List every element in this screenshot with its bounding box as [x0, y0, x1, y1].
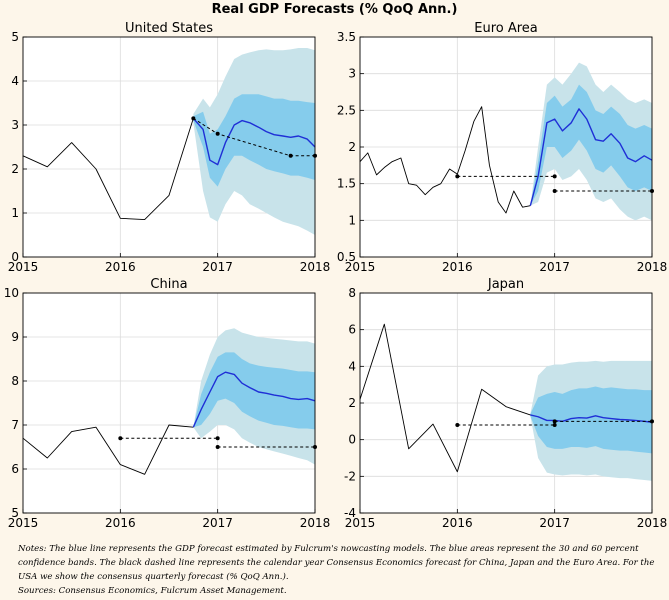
- tick-label-x: 2015: [345, 516, 376, 530]
- consensus-marker: [455, 423, 460, 427]
- tick-label-y: 1: [11, 206, 19, 220]
- tick-label-y: 1.5: [337, 177, 356, 191]
- tick-label-y: 0.5: [337, 250, 356, 264]
- forecast-line: [192, 371, 316, 428]
- tick-label-x: 2018: [300, 260, 331, 274]
- tick-label-x: 2016: [442, 260, 473, 274]
- consensus-marker: [552, 423, 557, 427]
- sources-text: Sources: Consensus Economics, Fulcrum As…: [18, 586, 287, 596]
- tick-label-x: 2015: [345, 260, 376, 274]
- panel-japan: 2015 2016 2017 2018 -4 -2 0 2 4 6 8 Japan: [344, 277, 667, 530]
- consensus-marker: [118, 436, 123, 441]
- confidence-band-30: [193, 94, 315, 187]
- tick-label-y: 10: [4, 286, 19, 300]
- panel-china: 2015 2016 2017 2018 5 6 7 8 9 10 China: [4, 277, 331, 530]
- tick-label-x: 2016: [105, 260, 136, 274]
- consensus-marker: [288, 153, 293, 158]
- plot-frame: [22, 36, 316, 258]
- notes-text: Notes: The blue line represents the GDP …: [18, 544, 655, 582]
- forecast-line: [192, 117, 316, 166]
- tick-label-y: 3: [348, 67, 356, 81]
- plot-frame: [22, 292, 316, 514]
- consensus-marker: [552, 174, 557, 179]
- tick-label-y: 2: [11, 162, 19, 176]
- tick-label-y: 1: [348, 213, 356, 227]
- tick-label-y: 8: [348, 286, 356, 300]
- tick-label-x: 2016: [105, 516, 136, 530]
- tick-label-y: 2.5: [337, 103, 356, 117]
- forecast-line: [530, 414, 653, 423]
- consensus-marker: [552, 189, 557, 193]
- tick-label-x: 2018: [637, 260, 668, 274]
- tick-label-y: 5: [11, 506, 19, 520]
- notes: Notes: The blue line represents the GDP …: [18, 542, 663, 598]
- history-line: [22, 424, 194, 475]
- panel-title: China: [150, 277, 187, 292]
- consensus-marker: [455, 174, 460, 179]
- tick-label-y: -2: [344, 469, 356, 483]
- confidence-band-30: [193, 352, 315, 430]
- tick-label-y: 6: [348, 323, 356, 337]
- tick-label-y: 7: [11, 418, 19, 432]
- tick-label-y: 4: [348, 359, 356, 373]
- consensus-marker: [552, 419, 557, 424]
- tick-label-x: 2017: [539, 516, 570, 530]
- consensus-marker: [215, 436, 220, 441]
- tick-label-y: 3.5: [337, 30, 356, 44]
- tick-label-y: 2: [348, 140, 356, 154]
- confidence-band-30: [530, 84, 652, 206]
- tick-label-y: 0: [348, 433, 356, 447]
- panel-title: Japan: [487, 277, 524, 292]
- tick-label-y: 0: [11, 250, 19, 264]
- tick-label-x: 2015: [8, 260, 39, 274]
- confidence-band-30: [530, 386, 652, 454]
- panel-title: United States: [125, 21, 213, 36]
- main-title: Real GDP Forecasts (% QoQ Ann.): [211, 2, 458, 17]
- tick-label-y: 3: [11, 118, 19, 132]
- tick-label-x: 2016: [442, 516, 473, 530]
- panel-title: Euro Area: [474, 21, 538, 36]
- panel-united-states: 2015 2016 2017 2018 0 1 2 3 4 5 United States: [8, 21, 331, 274]
- tick-label-y: 9: [11, 330, 19, 344]
- tick-label-x: 2018: [300, 516, 331, 530]
- tick-label-x: 2017: [539, 260, 570, 274]
- tick-label-x: 2017: [202, 516, 233, 530]
- history-line: [359, 106, 531, 214]
- tick-label-y: 5: [11, 30, 19, 44]
- consensus-marker: [191, 116, 196, 121]
- consensus-line: [193, 117, 315, 157]
- tick-label-x: 2018: [637, 516, 668, 530]
- tick-label-y: 4: [11, 74, 19, 88]
- consensus-marker: [215, 131, 220, 136]
- tick-label-x: 2017: [202, 260, 233, 274]
- forecast-line: [529, 108, 653, 206]
- tick-label-x: 2015: [8, 516, 39, 530]
- tick-label-y: -4: [344, 506, 356, 520]
- tick-label-y: 6: [11, 462, 19, 476]
- consensus-marker: [215, 445, 220, 449]
- tick-label-y: 2: [348, 396, 356, 410]
- panel-euro-area: 2015 2016 2017 2018 0.5 1 1.5 2 2.5 3 3.5 Euro Area: [337, 21, 667, 274]
- tick-label-y: 8: [11, 374, 19, 388]
- history-line: [359, 323, 531, 473]
- history-line: [22, 118, 194, 221]
